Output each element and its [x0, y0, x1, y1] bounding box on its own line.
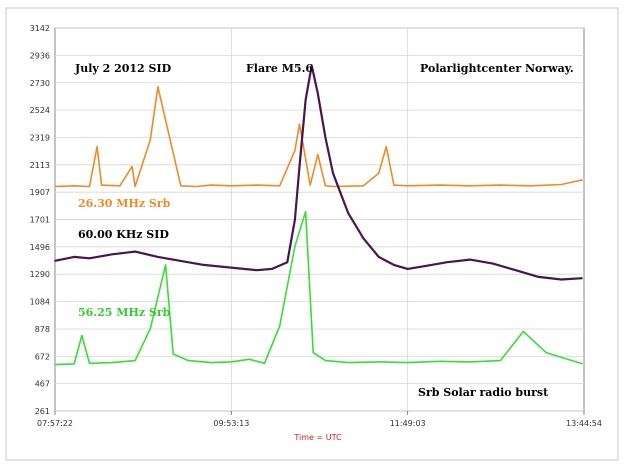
annotation-date: July 2 2012 SID [74, 62, 172, 75]
y-tick-label: 467 [35, 380, 50, 389]
x-tick-label: 07:57:22 [37, 419, 73, 428]
series-layer [54, 64, 583, 366]
series-label-60khz: 60.00 KHz SID [78, 228, 169, 241]
y-tick-label: 1701 [30, 216, 50, 225]
y-tick-label: 1907 [30, 188, 50, 197]
annotation-footer: Srb Solar radio burst [418, 386, 549, 399]
y-tick-label: 2319 [30, 133, 50, 142]
x-tick-label: 11:49:03 [390, 419, 426, 428]
y-tick-label: 2730 [30, 79, 50, 88]
series-60khz-line [54, 64, 583, 281]
x-axis-ticks: 07:57:22 09:53:13 11:49:03 13:44:54 [37, 411, 602, 428]
y-tick-label: 2113 [30, 161, 50, 170]
y-tick-label: 878 [35, 325, 50, 334]
series-26mhz-line [54, 86, 583, 188]
y-tick-label: 2936 [30, 51, 50, 60]
x-tick-label: 13:44:54 [566, 419, 602, 428]
series-label-56mhz: 56.25 MHz Srb [78, 306, 171, 319]
y-tick-label: 3142 [30, 24, 50, 33]
y-axis-ticks: 261 467 672 878 1084 1290 1496 1701 1907 2113 2319… [30, 24, 50, 416]
y-tick-label: 1496 [30, 243, 50, 252]
y-tick-label: 1084 [30, 298, 50, 307]
y-tick-label: 2524 [30, 106, 50, 115]
series-56mhz-line [54, 210, 583, 366]
y-tick-label: 1290 [30, 270, 50, 279]
x-axis-label: Time = UTC [293, 433, 342, 442]
annotation-station: Polarlightcenter Norway. [420, 62, 574, 75]
y-tick-label: 261 [35, 407, 50, 416]
y-tick-label: 672 [35, 352, 50, 361]
x-tick-label: 09:53:13 [213, 419, 249, 428]
series-label-26mhz: 26.30 MHz Srb [78, 197, 171, 210]
annotation-flare: Flare M5.6 [246, 62, 313, 75]
